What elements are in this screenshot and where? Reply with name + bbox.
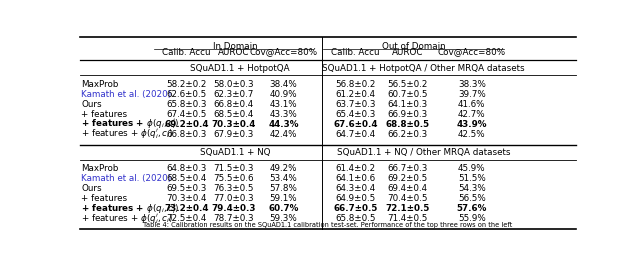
Text: + features: + features: [81, 195, 127, 204]
Text: 66.8±0.4: 66.8±0.4: [214, 100, 254, 109]
Text: Ours: Ours: [81, 100, 102, 109]
Text: Table 4: Calibration results on the SQuAD1.1 calibration test-set. Performance o: Table 4: Calibration results on the SQuA…: [143, 222, 513, 228]
Text: 44.3%: 44.3%: [268, 120, 299, 129]
Text: 42.7%: 42.7%: [458, 110, 486, 119]
Text: 43.9%: 43.9%: [456, 120, 487, 129]
Text: 71.4±0.5: 71.4±0.5: [387, 214, 428, 223]
Text: 78.7±0.3: 78.7±0.3: [214, 214, 254, 223]
Text: 66.8±0.3: 66.8±0.3: [166, 130, 207, 139]
Text: Cov@Acc=80%: Cov@Acc=80%: [250, 47, 317, 57]
Text: 75.5±0.6: 75.5±0.6: [214, 174, 254, 183]
Text: MaxProb: MaxProb: [81, 80, 119, 89]
Text: 69.4±0.4: 69.4±0.4: [387, 184, 428, 194]
Text: 70.3±0.4: 70.3±0.4: [166, 195, 207, 204]
Text: 67.6±0.4: 67.6±0.4: [333, 120, 378, 129]
Text: 62.3±0.7: 62.3±0.7: [214, 90, 254, 99]
Text: 72.5±0.4: 72.5±0.4: [166, 214, 207, 223]
Text: 66.7±0.3: 66.7±0.3: [387, 164, 428, 173]
Text: 49.2%: 49.2%: [269, 164, 297, 173]
Text: 38.3%: 38.3%: [458, 80, 486, 89]
Text: 57.6%: 57.6%: [457, 204, 487, 213]
Text: 70.3±0.4: 70.3±0.4: [212, 120, 256, 129]
Text: 67.9±0.3: 67.9±0.3: [214, 130, 254, 139]
Text: 58.2±0.2: 58.2±0.2: [166, 80, 207, 89]
Text: 66.9±0.3: 66.9±0.3: [387, 110, 428, 119]
Text: 60.7%: 60.7%: [268, 204, 298, 213]
Text: 79.4±0.3: 79.4±0.3: [211, 204, 256, 213]
Text: 73.2±0.4: 73.2±0.4: [164, 204, 209, 213]
Text: 69.2±0.4: 69.2±0.4: [164, 120, 209, 129]
Text: 64.7±0.4: 64.7±0.4: [335, 130, 376, 139]
Text: 38.4%: 38.4%: [269, 80, 297, 89]
Text: SQuAD1.1 + HotpotQA / Other MRQA datasets: SQuAD1.1 + HotpotQA / Other MRQA dataset…: [322, 64, 525, 73]
Text: SQuAD1.1 + NQ / Other MRQA datasets: SQuAD1.1 + NQ / Other MRQA datasets: [337, 148, 510, 157]
Text: Calib. Accu: Calib. Accu: [163, 47, 211, 57]
Text: 45.9%: 45.9%: [458, 164, 486, 173]
Text: 53.4%: 53.4%: [269, 174, 297, 183]
Text: 65.8±0.5: 65.8±0.5: [335, 214, 376, 223]
Text: Ours: Ours: [81, 184, 102, 194]
Text: Kamath et al. (2020): Kamath et al. (2020): [81, 90, 172, 99]
Text: 51.5%: 51.5%: [458, 174, 486, 183]
Text: + features: + features: [81, 110, 127, 119]
Text: 56.5±0.2: 56.5±0.2: [387, 80, 428, 89]
Text: 68.5±0.4: 68.5±0.4: [166, 174, 207, 183]
Text: + features + $\phi(q_i, c_i^{\prime})$: + features + $\phi(q_i, c_i^{\prime})$: [81, 118, 180, 131]
Text: AUROC: AUROC: [218, 47, 250, 57]
Text: 39.7%: 39.7%: [458, 90, 486, 99]
Text: Out of Domain: Out of Domain: [381, 42, 445, 51]
Text: 62.6±0.5: 62.6±0.5: [166, 90, 207, 99]
Text: 69.5±0.3: 69.5±0.3: [166, 184, 207, 194]
Text: MaxProb: MaxProb: [81, 164, 119, 173]
Text: 68.5±0.4: 68.5±0.4: [214, 110, 254, 119]
Text: 69.2±0.5: 69.2±0.5: [387, 174, 428, 183]
Text: Cov@Acc=80%: Cov@Acc=80%: [438, 47, 506, 57]
Text: 66.2±0.3: 66.2±0.3: [387, 130, 428, 139]
Text: 64.1±0.6: 64.1±0.6: [335, 174, 375, 183]
Text: 57.8%: 57.8%: [269, 184, 298, 194]
Text: 72.1±0.5: 72.1±0.5: [385, 204, 429, 213]
Text: 60.7±0.5: 60.7±0.5: [387, 90, 428, 99]
Text: SQuAD1.1 + HotpotQA: SQuAD1.1 + HotpotQA: [190, 64, 290, 73]
Text: Kamath et al. (2020): Kamath et al. (2020): [81, 174, 172, 183]
Text: 56.5%: 56.5%: [458, 195, 486, 204]
Text: Calib. Accu: Calib. Accu: [331, 47, 380, 57]
Text: 66.7±0.5: 66.7±0.5: [333, 204, 378, 213]
Text: 68.8±0.5: 68.8±0.5: [385, 120, 429, 129]
Text: 70.4±0.5: 70.4±0.5: [387, 195, 428, 204]
Text: 55.9%: 55.9%: [458, 214, 486, 223]
Text: AUROC: AUROC: [392, 47, 423, 57]
Text: + features + $\phi(q_i^{\prime}, c_i)$: + features + $\phi(q_i^{\prime}, c_i)$: [81, 128, 174, 141]
Text: + features + $\phi(q_i, c_i^{\prime})$: + features + $\phi(q_i, c_i^{\prime})$: [81, 202, 180, 216]
Text: In Domain: In Domain: [212, 42, 257, 51]
Text: 54.3%: 54.3%: [458, 184, 486, 194]
Text: 61.2±0.4: 61.2±0.4: [335, 90, 375, 99]
Text: 59.1%: 59.1%: [269, 195, 297, 204]
Text: 56.8±0.2: 56.8±0.2: [335, 80, 376, 89]
Text: 67.4±0.5: 67.4±0.5: [166, 110, 207, 119]
Text: 58.0±0.3: 58.0±0.3: [214, 80, 254, 89]
Text: 61.4±0.2: 61.4±0.2: [335, 164, 375, 173]
Text: 65.4±0.3: 65.4±0.3: [335, 110, 376, 119]
Text: 64.9±0.5: 64.9±0.5: [335, 195, 376, 204]
Text: 64.3±0.4: 64.3±0.4: [335, 184, 376, 194]
Text: 59.3%: 59.3%: [269, 214, 297, 223]
Text: 41.6%: 41.6%: [458, 100, 486, 109]
Text: 65.8±0.3: 65.8±0.3: [166, 100, 207, 109]
Text: 64.8±0.3: 64.8±0.3: [166, 164, 207, 173]
Text: 43.1%: 43.1%: [269, 100, 297, 109]
Text: 64.1±0.3: 64.1±0.3: [387, 100, 428, 109]
Text: 63.7±0.3: 63.7±0.3: [335, 100, 376, 109]
Text: 40.9%: 40.9%: [269, 90, 297, 99]
Text: SQuAD1.1 + NQ: SQuAD1.1 + NQ: [200, 148, 270, 157]
Text: 71.5±0.3: 71.5±0.3: [214, 164, 254, 173]
Text: 42.4%: 42.4%: [269, 130, 297, 139]
Text: 43.3%: 43.3%: [269, 110, 297, 119]
Text: 76.3±0.5: 76.3±0.5: [214, 184, 254, 194]
Text: 77.0±0.3: 77.0±0.3: [214, 195, 254, 204]
Text: 42.5%: 42.5%: [458, 130, 486, 139]
Text: + features + $\phi(q_i^{\prime}, c_i)$: + features + $\phi(q_i^{\prime}, c_i)$: [81, 212, 174, 226]
